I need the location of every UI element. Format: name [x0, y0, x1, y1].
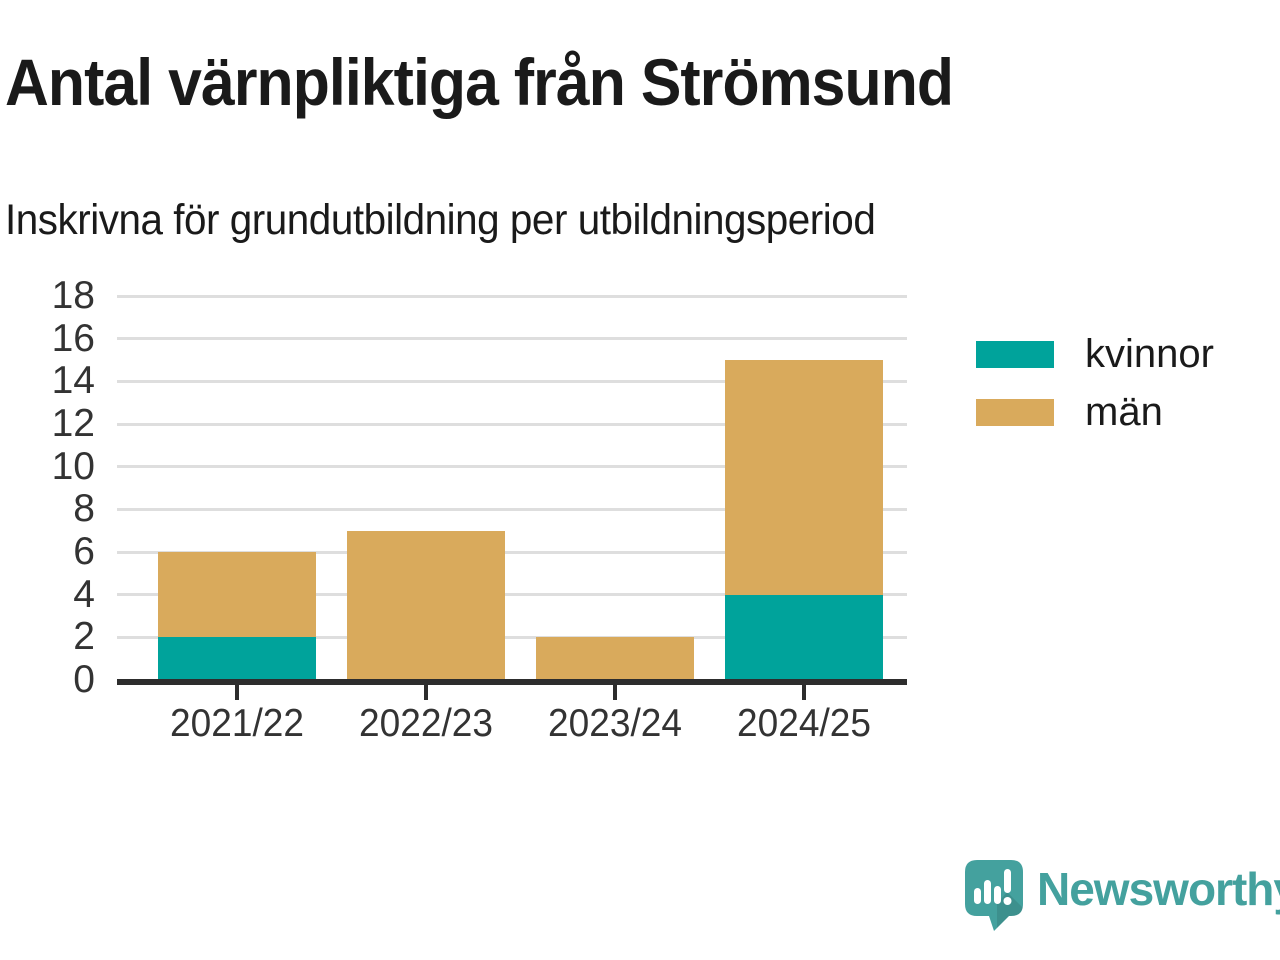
gridline-14: [117, 379, 907, 383]
y-tick-label-0: 0: [73, 658, 95, 701]
legend-label-man: män: [1085, 390, 1163, 434]
y-tick-label-10: 10: [51, 444, 95, 488]
bar-segment-kvinnor-2024/25: [725, 594, 883, 680]
y-tick-label-2: 2: [73, 615, 95, 659]
newsworthy-branding: Newsworthy: [963, 858, 1280, 932]
bar-segment-män-2022/23: [347, 530, 505, 680]
legend-swatch-man: [976, 399, 1054, 426]
gridline-16: [117, 337, 907, 341]
y-tick-label-18: 18: [51, 274, 95, 317]
chart-legend: kvinnor män: [976, 332, 1214, 457]
x-tick-label-2021/22: 2021/22: [170, 702, 304, 745]
x-tick-label-2022/23: 2022/23: [359, 702, 493, 745]
x-tick-2023/24: [613, 685, 617, 700]
gridline-8: [117, 507, 907, 511]
newsworthy-logo-text: Newsworthy: [1037, 863, 1280, 915]
x-tick-label-2023/24: 2023/24: [548, 702, 682, 745]
bar-chart-plot-area: 2021/22 2022/23 2023/24 2024/25: [117, 294, 907, 745]
y-tick-label-12: 12: [51, 402, 95, 445]
legend-item-kvinnor: kvinnor: [976, 332, 1214, 376]
y-tick-label-14: 14: [51, 359, 95, 403]
newsworthy-logo-icon: [965, 860, 1023, 931]
y-tick-label-16: 16: [51, 316, 95, 360]
gridline-12: [117, 422, 907, 426]
page-title: Antal värnpliktiga från Strömsund: [5, 45, 954, 119]
legend-label-kvinnor: kvinnor: [1085, 332, 1214, 376]
gridline-4: [117, 593, 907, 597]
gridline-2: [117, 635, 907, 639]
gridline-10: [117, 465, 907, 469]
x-axis-baseline: [117, 679, 907, 685]
y-tick-label-8: 8: [73, 487, 95, 531]
x-tick-2022/23: [424, 685, 428, 700]
legend-swatch-kvinnor: [976, 341, 1054, 368]
x-tick-2021/22: [235, 685, 239, 700]
page-subtitle: Inskrivna för grundutbildning per utbild…: [5, 196, 876, 244]
y-tick-label-6: 6: [73, 530, 95, 573]
y-tick-label-4: 4: [73, 572, 95, 616]
y-axis: 0 2 4 6 8 10 12 14 16 18: [0, 276, 95, 700]
bar-segment-män-2021/22: [158, 552, 316, 638]
bar-segment-män-2023/24: [536, 637, 694, 680]
gridline-6: [117, 550, 907, 554]
x-tick-2024/25: [802, 685, 806, 700]
x-tick-label-2024/25: 2024/25: [737, 702, 871, 745]
legend-item-man: män: [976, 390, 1214, 434]
bar-segment-män-2024/25: [725, 360, 883, 595]
bar-segment-kvinnor-2021/22: [158, 637, 316, 680]
gridline-18: [117, 294, 907, 298]
